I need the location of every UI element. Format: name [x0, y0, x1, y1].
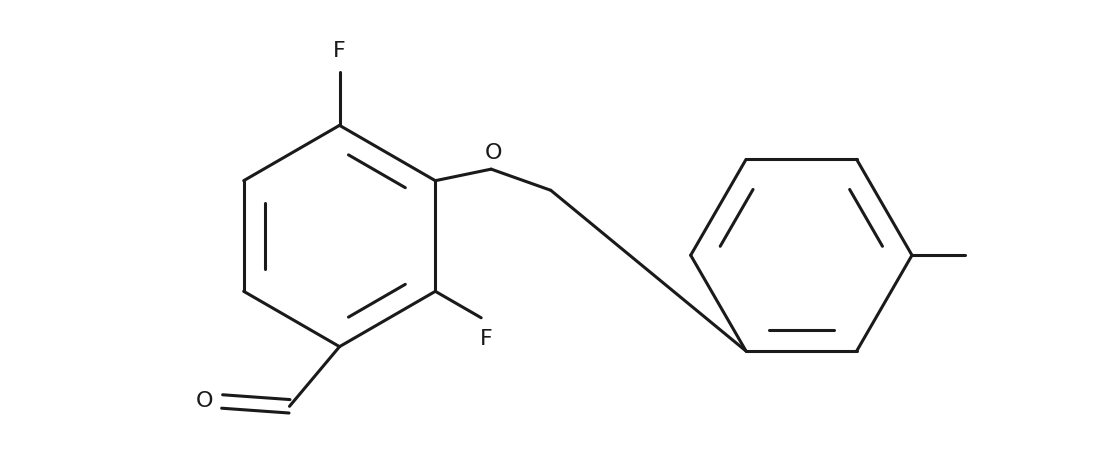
Text: O: O	[485, 143, 502, 163]
Text: F: F	[479, 329, 493, 349]
Text: O: O	[196, 391, 214, 412]
Text: F: F	[334, 41, 346, 61]
